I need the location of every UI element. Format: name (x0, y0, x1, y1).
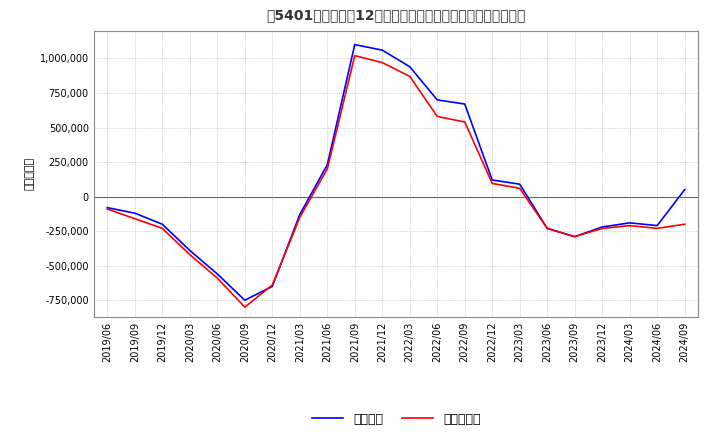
Legend: 経常利益, 当期純利益: 経常利益, 当期純利益 (307, 408, 485, 431)
経常利益 (295, 212, 304, 217)
当期純利益 (268, 282, 276, 288)
経常利益 (543, 226, 552, 231)
当期純利益 (653, 226, 662, 231)
当期純利益 (626, 223, 634, 228)
経常利益 (680, 187, 689, 192)
経常利益 (433, 97, 441, 103)
当期純利益 (405, 74, 414, 79)
経常利益 (130, 210, 139, 216)
当期純利益 (130, 216, 139, 221)
Line: 当期純利益: 当期純利益 (107, 56, 685, 307)
経常利益 (460, 101, 469, 106)
当期純利益 (158, 226, 166, 231)
当期純利益 (103, 206, 112, 212)
経常利益 (653, 223, 662, 228)
当期純利益 (570, 234, 579, 239)
当期純利益 (213, 275, 222, 281)
当期純利益 (460, 119, 469, 125)
経常利益 (378, 48, 387, 53)
経常利益 (405, 64, 414, 70)
当期純利益 (378, 60, 387, 65)
経常利益 (516, 182, 524, 187)
当期純利益 (680, 222, 689, 227)
当期純利益 (543, 226, 552, 231)
当期純利益 (598, 226, 606, 231)
経常利益 (240, 297, 249, 303)
経常利益 (103, 205, 112, 210)
当期純利益 (351, 53, 359, 59)
経常利益 (570, 234, 579, 239)
当期純利益 (433, 114, 441, 119)
当期純利益 (488, 181, 497, 186)
当期純利益 (323, 166, 332, 172)
経常利益 (351, 42, 359, 47)
経常利益 (488, 177, 497, 183)
経常利益 (323, 162, 332, 168)
経常利益 (186, 248, 194, 253)
当期純利益 (295, 215, 304, 220)
経常利益 (626, 220, 634, 225)
Line: 経常利益: 経常利益 (107, 44, 685, 300)
当期純利益 (186, 252, 194, 257)
Y-axis label: （百万円）: （百万円） (24, 157, 34, 191)
当期純利益 (240, 304, 249, 310)
経常利益 (213, 271, 222, 277)
経常利益 (598, 224, 606, 230)
Title: 【5401】　利益の12か月移動合計の対前年同期増減額の推移: 【5401】 利益の12か月移動合計の対前年同期増減額の推移 (266, 9, 526, 23)
当期純利益 (516, 186, 524, 191)
経常利益 (158, 222, 166, 227)
経常利益 (268, 284, 276, 289)
